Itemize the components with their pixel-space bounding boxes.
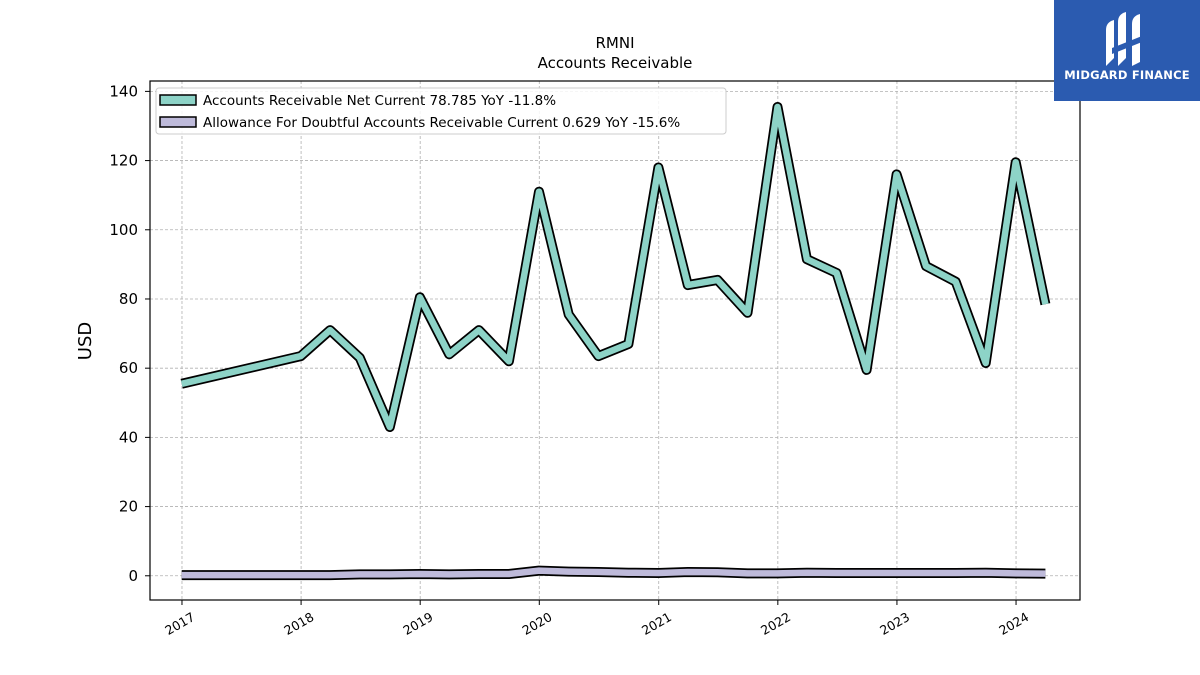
legend-label-2: Allowance For Doubtful Accounts Receivab… xyxy=(203,115,680,131)
axis-ticks: 0 20 40 60 80 100 120 140 2017 2018 2019 2020 2021 20… xyxy=(109,82,1031,638)
plot-frame xyxy=(149,80,1081,601)
legend-swatch-1 xyxy=(159,94,197,106)
series-lines xyxy=(180,102,1051,581)
x-tick-label: 2020 xyxy=(520,609,555,638)
y-tick-label: 140 xyxy=(109,82,138,100)
legend-label-1: Accounts Receivable Net Current 78.785 Y… xyxy=(203,93,556,109)
x-tick-label: 2017 xyxy=(162,609,197,638)
x-tick-label: 2022 xyxy=(758,609,793,638)
legend-swatch-2 xyxy=(159,116,197,128)
legend-box xyxy=(155,87,727,135)
grid-lines xyxy=(150,81,1080,600)
logo-mark-icon xyxy=(1106,12,1142,66)
y-tick-label: 20 xyxy=(119,498,138,516)
x-tick-label: 2023 xyxy=(877,609,912,638)
x-tick-label: 2019 xyxy=(400,609,435,638)
series-line-2 xyxy=(181,567,1046,579)
chart-subtitle: Accounts Receivable xyxy=(538,54,693,72)
y-tick-label: 40 xyxy=(119,428,138,446)
x-tick-label: 2018 xyxy=(281,609,316,638)
y-axis-label: USD xyxy=(75,322,96,360)
y-tick-label: 80 xyxy=(119,290,138,308)
x-tick-label: 2021 xyxy=(639,609,674,638)
logo-text: MIDGARD FINANCE xyxy=(1064,68,1190,82)
y-tick-label: 60 xyxy=(119,359,138,377)
legend: Accounts Receivable Net Current 78.785 Y… xyxy=(155,87,727,135)
y-tick-label: 0 xyxy=(128,567,138,585)
y-tick-label: 100 xyxy=(109,221,138,239)
y-tick-label: 120 xyxy=(109,152,138,170)
series-line-1 xyxy=(180,103,1049,431)
brand-logo: MIDGARD FINANCE xyxy=(1054,0,1200,101)
x-tick-label: 2024 xyxy=(996,609,1031,638)
series-outline-1 xyxy=(180,102,1051,432)
chart-title: RMNI xyxy=(595,34,634,52)
